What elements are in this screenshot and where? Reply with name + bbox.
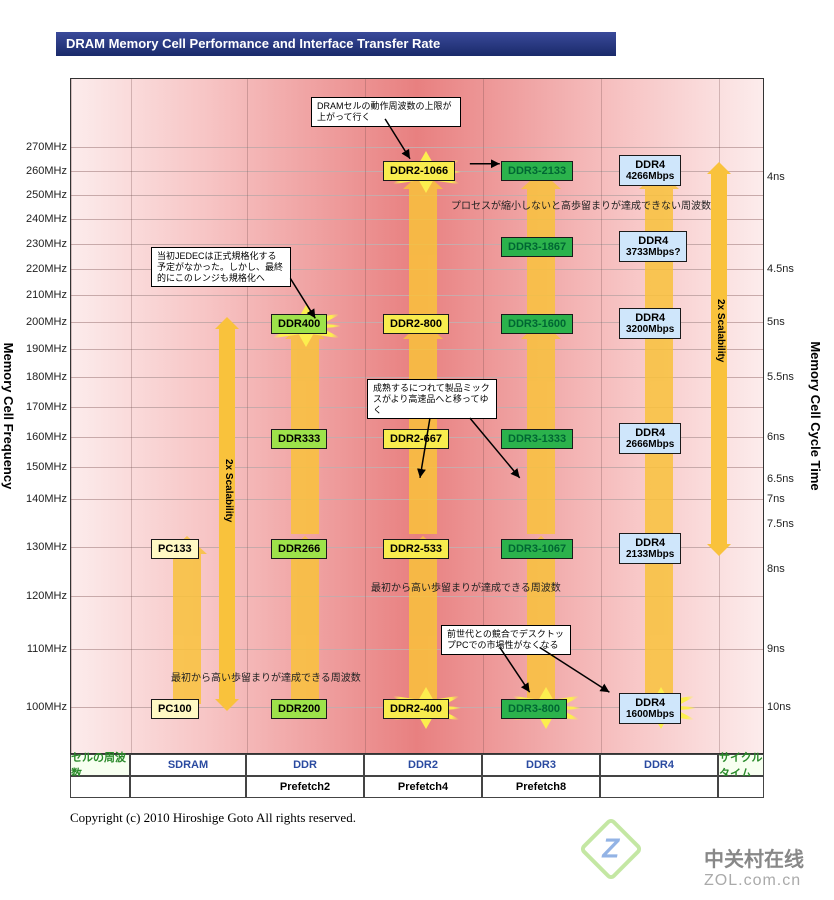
progression-arrow [645, 554, 673, 704]
y-tick: 110MHz [23, 643, 67, 655]
memory-box: DDR3-1600 [501, 314, 573, 334]
note-text: 最初から高い歩留まりが達成できる周波数 [171, 669, 361, 684]
footer-cell [130, 776, 246, 798]
col-sep [131, 79, 132, 753]
y-tick: 170MHz [23, 401, 67, 413]
memory-box: DDR266 [271, 539, 327, 559]
memory-box: DDR44266Mbps [619, 155, 681, 186]
memory-box: DDR41600Mbps [619, 693, 681, 724]
watermark-en: ZOL.com.cn [704, 872, 804, 890]
memory-box: DDR43200Mbps [619, 308, 681, 339]
y-tick: 250MHz [23, 189, 67, 201]
footer-cell [600, 776, 718, 798]
title-bar: DRAM Memory Cell Performance and Interfa… [56, 32, 616, 56]
note-text: 最初から高い歩留まりが達成できる周波数 [371, 579, 561, 594]
scalability-label: 2x Scalability [223, 459, 234, 522]
memory-box: DDR43733Mbps? [619, 231, 687, 262]
col-sep [601, 79, 602, 753]
memory-box: DDR2-1066 [383, 161, 455, 181]
footer-cell: Prefetch4 [364, 776, 482, 798]
memory-box: DDR3-2133 [501, 161, 573, 181]
left-axis-label: Memory Cell Frequency [1, 343, 16, 490]
footer-cell: DDR2 [364, 754, 482, 776]
watermark: 中关村在线 ZOL.com.cn [704, 843, 804, 890]
y-tick: 180MHz [23, 371, 67, 383]
r-tick: 4ns [767, 171, 801, 183]
col-sep [71, 79, 72, 753]
y-tick: 190MHz [23, 343, 67, 355]
zol-logo-icon: Z [578, 816, 643, 881]
footer-row-1: セルの周波数SDRAMDDRDDR2DDR3DDR4サイクル タイム [70, 754, 764, 776]
callout-box: 成熟するにつれて製品ミックスがより高速品へと移ってゆく [367, 379, 497, 419]
y-tick: 230MHz [23, 238, 67, 250]
r-tick: 4.5ns [767, 263, 801, 275]
y-tick: 140MHz [23, 493, 67, 505]
footer-cell: Prefetch8 [482, 776, 600, 798]
memory-box: DDR2-533 [383, 539, 449, 559]
footer-cell: SDRAM [130, 754, 246, 776]
note-text: プロセスが縮小しないと高歩留まりが達成できない周波数 [451, 197, 711, 212]
r-tick: 7.5ns [767, 518, 801, 530]
watermark-cn: 中关村在线 [704, 843, 804, 872]
progression-arrow [409, 189, 437, 319]
footer-row-2: Prefetch2Prefetch4Prefetch8 [70, 776, 764, 798]
memory-box: DDR400 [271, 314, 327, 334]
r-tick: 9ns [767, 643, 801, 655]
y-tick: 160MHz [23, 431, 67, 443]
footer-cell: DDR3 [482, 754, 600, 776]
scalability-label: 2x Scalability [715, 299, 726, 362]
memory-box: DDR3-1067 [501, 539, 573, 559]
memory-box: DDR2-667 [383, 429, 449, 449]
y-tick: 240MHz [23, 213, 67, 225]
memory-box: DDR3-1867 [501, 237, 573, 257]
y-tick: 130MHz [23, 541, 67, 553]
callout-box: 当初JEDECは正式規格化する予定がなかった。しかし、最終的にこのレンジも規格化… [151, 247, 291, 287]
memory-box: DDR42133Mbps [619, 533, 681, 564]
footer-cell: DDR4 [600, 754, 718, 776]
memory-box: DDR333 [271, 429, 327, 449]
progression-arrow [409, 554, 437, 704]
y-tick: 220MHz [23, 263, 67, 275]
right-axis-label: Memory Cell Cycle Time [808, 341, 823, 490]
footer-cell: サイクル タイム [718, 754, 764, 776]
footer-cell: DDR [246, 754, 364, 776]
memory-box: DDR200 [271, 699, 327, 719]
r-tick: 6ns [767, 431, 801, 443]
memory-box: PC133 [151, 539, 199, 559]
col-sep [365, 79, 366, 753]
y-tick: 210MHz [23, 289, 67, 301]
col-sep [247, 79, 248, 753]
footer-cell: セルの周波数 [70, 754, 130, 776]
r-tick: 6.5ns [767, 473, 801, 485]
y-tick: 260MHz [23, 165, 67, 177]
r-tick: 8ns [767, 563, 801, 575]
memory-box: DDR3-800 [501, 699, 567, 719]
r-tick: 5ns [767, 316, 801, 328]
memory-box: PC100 [151, 699, 199, 719]
memory-box: DDR2-400 [383, 699, 449, 719]
chart-area: 100MHz110MHz120MHz130MHz140MHz150MHz160M… [70, 78, 764, 754]
y-tick: 100MHz [23, 701, 67, 713]
y-tick: 120MHz [23, 590, 67, 602]
callout-box: DRAMセルの動作周波数の上限が上がって行く [311, 97, 461, 127]
gridline [71, 147, 763, 148]
footer-cell: Prefetch2 [246, 776, 364, 798]
r-tick: 5.5ns [767, 371, 801, 383]
memory-box: DDR3-1333 [501, 429, 573, 449]
y-tick: 200MHz [23, 316, 67, 328]
footer-cell [70, 776, 130, 798]
memory-box: DDR2-800 [383, 314, 449, 334]
footer-cell [718, 776, 764, 798]
r-tick: 10ns [767, 701, 801, 713]
memory-box: DDR42666Mbps [619, 423, 681, 454]
y-tick: 150MHz [23, 461, 67, 473]
y-tick: 270MHz [23, 141, 67, 153]
copyright: Copyright (c) 2010 Hiroshige Goto All ri… [70, 810, 356, 826]
callout-box: 前世代との競合でデスクトップPCでの市場性がなくなる [441, 625, 571, 655]
r-tick: 7ns [767, 493, 801, 505]
